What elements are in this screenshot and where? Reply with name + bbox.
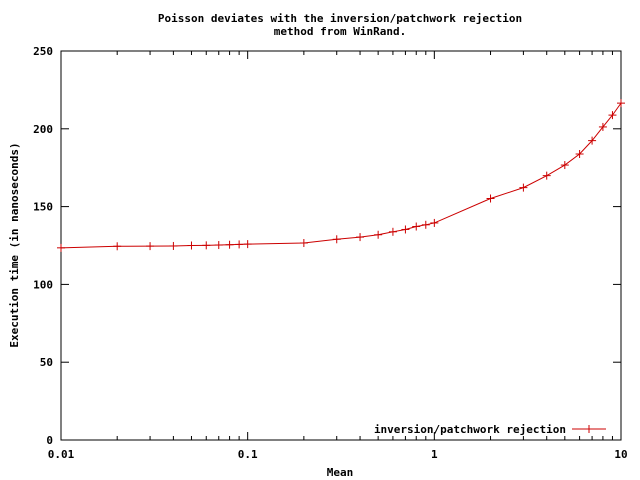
y-tick-label: 150	[33, 201, 53, 214]
data-point-marker	[235, 240, 244, 249]
data-point-marker	[356, 233, 365, 242]
chart-title-line2: method from WinRand.	[274, 25, 406, 38]
x-axis-label: Mean	[327, 466, 354, 479]
data-point-marker	[598, 122, 607, 131]
data-point-marker	[332, 235, 341, 244]
data-point-marker	[608, 111, 617, 120]
x-tick-label: 1	[431, 448, 438, 461]
plot-frame	[60, 50, 622, 441]
legend: inversion/patchwork rejection	[374, 423, 606, 436]
data-point-marker	[225, 240, 234, 249]
x-tick-label: 0.01	[48, 448, 75, 461]
data-point-marker	[57, 243, 65, 252]
data-point-marker	[486, 194, 495, 203]
data-point-marker	[617, 99, 625, 108]
y-axis-ticks: 0 50 100 150 200 250	[33, 45, 621, 447]
x-tick-label: 0.1	[238, 448, 258, 461]
data-point-marker	[430, 218, 439, 227]
legend-label: inversion/patchwork rejection	[374, 423, 566, 436]
y-tick-label: 0	[46, 434, 53, 447]
data-point-marker	[374, 230, 383, 239]
data-point-marker	[169, 241, 178, 250]
y-tick-label: 250	[33, 45, 53, 58]
y-axis-label: Execution time (in nanoseconds)	[8, 142, 21, 347]
y-tick-label: 50	[40, 356, 53, 369]
data-point-marker	[113, 242, 122, 251]
data-point-marker	[575, 150, 584, 159]
data-point-marker	[299, 239, 308, 248]
series-line	[60, 102, 622, 249]
data-point-marker	[187, 241, 196, 250]
data-point-marker	[421, 220, 430, 229]
series-layer	[57, 99, 625, 252]
x-tick-label: 10	[614, 448, 627, 461]
data-point-marker	[214, 241, 223, 250]
data-point-marker	[243, 240, 252, 249]
legend-marker	[585, 425, 593, 433]
data-point-marker	[202, 241, 211, 250]
data-point-marker	[401, 225, 410, 234]
data-point-marker	[560, 161, 569, 170]
chart-title-line1: Poisson deviates with the inversion/patc…	[158, 12, 522, 25]
data-point-marker	[588, 136, 597, 145]
y-tick-label: 200	[33, 123, 53, 136]
y-tick-label: 100	[33, 278, 53, 291]
data-point-marker	[542, 171, 551, 180]
x-axis-ticks: 0.01 0.1 1 10	[48, 51, 628, 461]
data-point-marker	[519, 183, 528, 192]
data-point-marker	[146, 242, 155, 251]
data-point-marker	[388, 227, 397, 236]
data-point-marker	[412, 222, 421, 231]
